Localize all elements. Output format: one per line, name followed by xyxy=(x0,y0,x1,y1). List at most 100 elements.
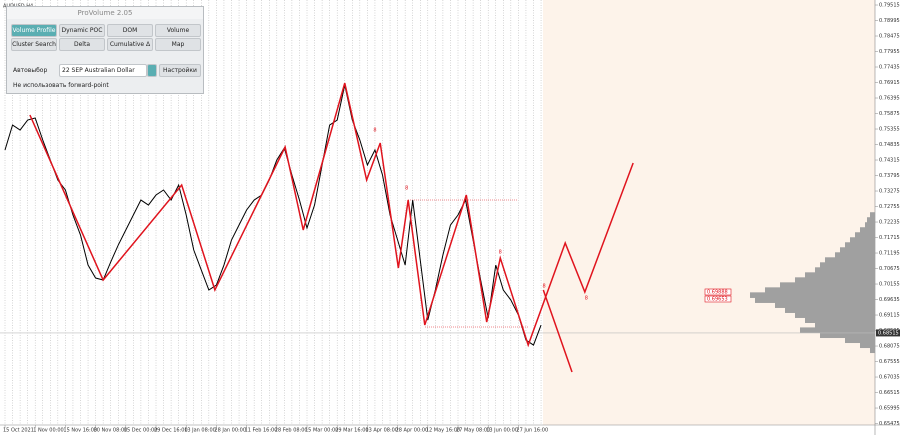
volume-bar xyxy=(795,277,875,283)
y-tick-label: 0.73795 xyxy=(879,173,900,179)
volume-bar xyxy=(840,247,875,253)
volume-bar xyxy=(865,222,875,228)
volume-bar xyxy=(845,242,875,248)
y-tick-label: 0.68075 xyxy=(879,344,900,350)
y-tick-label: 0.74835 xyxy=(879,142,900,148)
x-tick-label: 11 Feb 16:00 xyxy=(245,428,278,434)
volume-bar xyxy=(870,212,875,218)
volume-bar xyxy=(750,292,875,298)
volume-bar xyxy=(825,257,875,263)
volume-bar xyxy=(805,272,875,278)
wave-label: 8 xyxy=(542,284,545,290)
panel-title: ProVolume 2.05 xyxy=(7,7,203,19)
volume-bar xyxy=(780,282,875,288)
y-tick-label: 0.67555 xyxy=(879,359,900,365)
forward-checkbox[interactable]: Не использовать forward-point xyxy=(13,82,109,89)
x-tick-label: 13 Jun 00:00 xyxy=(486,428,518,434)
y-tick-label: 0.77955 xyxy=(879,49,900,55)
volume-bar xyxy=(775,302,875,308)
provolume-panel: ProVolume 2.05 Volume Profile Dynamic POC… xyxy=(6,6,204,94)
x-tick-label: 29 Mar 16:00 xyxy=(335,428,368,434)
panel-button[interactable]: Volume xyxy=(155,24,201,37)
panel-button[interactable]: Cluster Search xyxy=(11,38,57,51)
y-tick-label: 0.71195 xyxy=(879,251,900,257)
volume-bar xyxy=(785,307,875,313)
last-price-box xyxy=(876,329,900,337)
y-tick-label: 0.70155 xyxy=(879,282,900,288)
y-tick-label: 0.72235 xyxy=(879,220,900,226)
volume-bar xyxy=(805,317,875,323)
settings-button[interactable]: Настройки xyxy=(159,64,201,77)
price-label: 0.69888 xyxy=(707,289,728,295)
y-tick-label: 0.75875 xyxy=(879,111,900,117)
x-tick-label: 27 Jun 16:00 xyxy=(516,428,548,434)
zigzag-line xyxy=(29,82,634,348)
last-price-label: 0.68515 xyxy=(878,330,899,336)
x-tick-label: 29 Dec 16:00 xyxy=(154,428,188,434)
x-tick-label: 12 May 16:00 xyxy=(426,428,460,434)
volume-bar xyxy=(815,267,875,273)
y-tick-label: 0.65475 xyxy=(879,421,900,427)
x-tick-label: 28 Feb 08:00 xyxy=(275,428,308,434)
branch-line xyxy=(542,289,573,373)
y-tick-label: 0.73275 xyxy=(879,189,900,195)
volume-bar xyxy=(860,227,875,233)
x-tick-label: 1 Nov 00:00 xyxy=(33,428,64,434)
volume-bar xyxy=(755,297,875,303)
volume-bar xyxy=(845,337,875,344)
volume-bar xyxy=(867,217,875,223)
x-tick-label: 15 Dec 00:00 xyxy=(124,428,158,434)
x-tick-label: 30 Nov 08:00 xyxy=(94,428,128,434)
price-label-box xyxy=(704,288,732,296)
wave-label: 8 xyxy=(499,250,502,256)
volume-bar xyxy=(765,287,875,293)
y-tick-label: 0.74315 xyxy=(879,158,900,164)
y-tick-label: 0.75355 xyxy=(879,127,900,133)
y-tick-label: 0.76395 xyxy=(879,96,900,102)
panel-button[interactable]: Dynamic POC xyxy=(59,24,105,37)
x-tick-label: 15 Mar 00:00 xyxy=(305,428,338,434)
volume-bar xyxy=(820,262,875,268)
wave-label: 8 xyxy=(585,296,588,302)
wave-label: 8 xyxy=(405,186,408,192)
y-tick-label: 0.69115 xyxy=(879,313,900,319)
future-area xyxy=(543,0,875,425)
y-tick-label: 0.65995 xyxy=(879,406,900,412)
y-tick-label: 0.76915 xyxy=(879,80,900,86)
dropdown-arrow[interactable] xyxy=(147,64,157,77)
wave-label: 8 xyxy=(373,128,376,134)
x-tick-label: 15 Nov 16:00 xyxy=(63,428,97,434)
panel-button[interactable]: DOM xyxy=(107,24,153,37)
volume-bar xyxy=(835,252,875,258)
volume-bar xyxy=(795,312,875,318)
price-label-box xyxy=(704,295,732,303)
y-tick-label: 0.72755 xyxy=(879,204,900,210)
y-tick-label: 0.78995 xyxy=(879,18,900,24)
x-tick-label: 15 Oct 2021 xyxy=(3,428,34,434)
volume-bar xyxy=(860,342,875,349)
x-tick-label: 13 Apr 08:00 xyxy=(365,428,398,434)
x-tick-label: 27 May 08:00 xyxy=(456,428,490,434)
y-tick-label: 0.66515 xyxy=(879,390,900,396)
y-tick-label: 0.78475 xyxy=(879,34,900,40)
y-tick-label: 0.67035 xyxy=(879,375,900,381)
price-label: 0.69653 xyxy=(707,296,728,302)
y-tick-label: 0.69635 xyxy=(879,297,900,303)
instrument-select[interactable]: 22 SEP Australian Dollar xyxy=(59,64,147,77)
panel-button[interactable]: Map xyxy=(155,38,201,51)
x-tick-label: 28 Apr 00:00 xyxy=(396,428,429,434)
y-tick-label: 0.79515 xyxy=(879,3,900,9)
panel-button[interactable]: Delta xyxy=(59,38,105,51)
volume-bar xyxy=(820,332,875,339)
volume-bar xyxy=(850,237,875,243)
auto-checkbox[interactable]: Автовыбор xyxy=(13,67,48,74)
volume-bar xyxy=(870,347,875,354)
y-tick-label: 0.77435 xyxy=(879,65,900,71)
y-tick-label: 0.70675 xyxy=(879,266,900,272)
x-tick-label: 28 Jan 00:00 xyxy=(214,428,246,434)
x-tick-label: 13 Jan 08:00 xyxy=(184,428,216,434)
panel-button[interactable]: Cumulative Δ xyxy=(107,38,153,51)
volume-bar xyxy=(855,232,875,238)
volume-bar xyxy=(800,327,875,334)
panel-button[interactable]: Volume Profile xyxy=(11,24,57,37)
